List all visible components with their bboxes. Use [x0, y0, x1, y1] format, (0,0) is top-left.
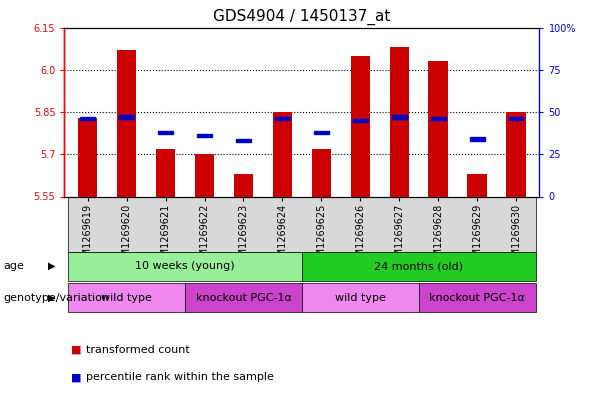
Text: genotype/variation: genotype/variation	[3, 293, 109, 303]
Text: knockout PGC-1α: knockout PGC-1α	[429, 293, 525, 303]
Bar	[197, 134, 212, 138]
Bar	[234, 174, 253, 196]
Bar	[117, 50, 137, 196]
Text: 10 weeks (young): 10 weeks (young)	[135, 261, 235, 271]
Bar	[273, 112, 292, 196]
Bar	[275, 117, 290, 121]
Bar	[506, 112, 526, 196]
Bar	[158, 130, 173, 134]
Bar	[353, 119, 368, 122]
Bar	[195, 154, 215, 196]
Text: ■: ■	[70, 372, 81, 382]
Bar	[392, 116, 406, 119]
Text: ▶: ▶	[48, 261, 56, 271]
Text: ▶: ▶	[48, 293, 56, 303]
Bar	[509, 117, 524, 121]
Text: knockout PGC-1α: knockout PGC-1α	[196, 293, 291, 303]
Bar	[428, 61, 448, 196]
Bar	[80, 117, 95, 121]
Bar	[311, 149, 331, 196]
Bar	[467, 174, 487, 196]
Text: percentile rank within the sample: percentile rank within the sample	[86, 372, 273, 382]
Bar	[389, 47, 409, 196]
Text: ■: ■	[70, 345, 81, 355]
Bar	[431, 117, 446, 121]
Bar	[351, 56, 370, 196]
Title: GDS4904 / 1450137_at: GDS4904 / 1450137_at	[213, 9, 390, 25]
Bar	[470, 138, 484, 141]
Text: 24 months (old): 24 months (old)	[374, 261, 463, 271]
Bar	[120, 116, 134, 119]
Bar	[78, 118, 97, 196]
Text: transformed count: transformed count	[86, 345, 189, 355]
Bar	[314, 130, 329, 134]
Text: age: age	[3, 261, 24, 271]
Text: wild type: wild type	[335, 293, 386, 303]
Bar	[156, 149, 175, 196]
Text: wild type: wild type	[101, 293, 152, 303]
Bar	[236, 139, 251, 142]
